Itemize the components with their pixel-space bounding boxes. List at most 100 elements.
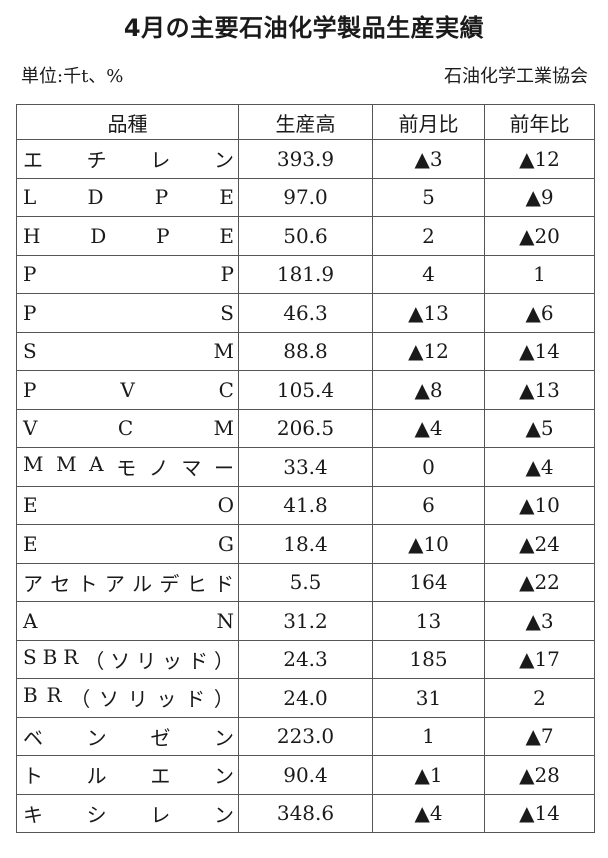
yoy-cell: 2 <box>484 678 595 718</box>
header-yoy: 前年比 <box>484 104 595 140</box>
production-cell: 5.5 <box>238 562 373 602</box>
table-row: アセトアルデヒド 5.5 164 ▲22 <box>16 562 595 602</box>
production-cell: 33.4 <box>238 447 373 487</box>
table-row: P S 46.3 ▲13 ▲6 <box>16 293 595 333</box>
yoy-cell: ▲5 <box>484 408 595 448</box>
yoy-cell: 1 <box>484 254 595 294</box>
yoy-cell: ▲14 <box>484 793 595 833</box>
production-cell: 46.3 <box>238 293 373 333</box>
yoy-cell: ▲7 <box>484 716 595 756</box>
yoy-cell: ▲6 <box>484 293 595 333</box>
header-mom: 前月比 <box>372 104 485 140</box>
yoy-cell: ▲13 <box>484 370 595 410</box>
mom-cell: 6 <box>372 485 485 525</box>
production-cell: 41.8 <box>238 485 373 525</box>
table-row: L D P E 97.0 5 ▲9 <box>16 177 595 217</box>
production-cell: 90.4 <box>238 755 373 795</box>
product-name: キシレン <box>23 802 234 827</box>
table-row: ベンゼン 223.0 1 ▲7 <box>16 716 595 756</box>
header-product: 品種 <box>16 104 239 140</box>
product-name-cell: キシレン <box>16 793 239 833</box>
product-name-cell: トルエン <box>16 755 239 795</box>
product-name-cell: ベンゼン <box>16 716 239 756</box>
mom-cell: 185 <box>372 639 485 679</box>
table-row: P P 181.9 4 1 <box>16 254 595 294</box>
yoy-cell: ▲9 <box>484 177 595 217</box>
mom-cell: ▲8 <box>372 370 485 410</box>
production-cell: 24.0 <box>238 678 373 718</box>
yoy-cell: ▲17 <box>484 639 595 679</box>
yoy-cell: ▲28 <box>484 755 595 795</box>
product-name: トルエン <box>23 764 234 789</box>
table-row: P V C 105.4 ▲8 ▲13 <box>16 370 595 410</box>
yoy-cell: ▲22 <box>484 562 595 602</box>
table-row: トルエン 90.4 ▲1 ▲28 <box>16 755 595 795</box>
production-cell: 50.6 <box>238 216 373 256</box>
product-name: アセトアルデヒド <box>23 571 234 596</box>
production-cell: 97.0 <box>238 177 373 217</box>
production-cell: 223.0 <box>238 716 373 756</box>
production-cell: 31.2 <box>238 601 373 641</box>
yoy-cell: ▲4 <box>484 447 595 487</box>
yoy-cell: ▲20 <box>484 216 595 256</box>
production-cell: 348.6 <box>238 793 373 833</box>
mom-cell: 13 <box>372 601 485 641</box>
production-cell: 88.8 <box>238 331 373 371</box>
mom-cell: 1 <box>372 716 485 756</box>
mom-cell: ▲12 <box>372 331 485 371</box>
production-cell: 105.4 <box>238 370 373 410</box>
production-cell: 206.5 <box>238 408 373 448</box>
table-row: S M 88.8 ▲12 ▲14 <box>16 331 595 371</box>
table-row: B R （ソリッド） 24.0 31 2 <box>16 678 595 718</box>
mom-cell: 2 <box>372 216 485 256</box>
table-row: E O 41.8 6 ▲10 <box>16 485 595 525</box>
yoy-cell: ▲3 <box>484 601 595 641</box>
production-cell: 18.4 <box>238 524 373 564</box>
yoy-cell: ▲10 <box>484 485 595 525</box>
product-name: B R （ソリッド） <box>23 683 234 712</box>
product-name: ベンゼン <box>23 725 234 750</box>
production-cell: 24.3 <box>238 639 373 679</box>
table-row: H D P E 50.6 2 ▲20 <box>16 216 595 256</box>
table-header-row: 品種 生産高 前月比 前年比 <box>16 104 595 140</box>
mom-cell: ▲3 <box>372 139 485 179</box>
header-production: 生産高 <box>238 104 373 140</box>
table-row: A N 31.2 13 ▲3 <box>16 601 595 641</box>
production-cell: 393.9 <box>238 139 373 179</box>
table-row: V C M 206.5 ▲4 ▲5 <box>16 408 595 448</box>
yoy-cell: ▲12 <box>484 139 595 179</box>
product-name-cell: B R （ソリッド） <box>16 678 239 718</box>
product-name: エチレン <box>23 148 234 173</box>
mom-cell: 31 <box>372 678 485 718</box>
source-label: 石油化学工業協会 <box>444 66 588 87</box>
mom-cell: ▲4 <box>372 408 485 448</box>
unit-label: 単位:千t、% <box>21 66 124 87</box>
mom-cell: ▲1 <box>372 755 485 795</box>
mom-cell: 0 <box>372 447 485 487</box>
product-name-cell: エチレン <box>16 139 239 179</box>
mom-cell: ▲10 <box>372 524 485 564</box>
product-name-cell: アセトアルデヒド <box>16 562 239 602</box>
product-name: S B R （ソリッド） <box>23 644 234 673</box>
yoy-cell: ▲14 <box>484 331 595 371</box>
